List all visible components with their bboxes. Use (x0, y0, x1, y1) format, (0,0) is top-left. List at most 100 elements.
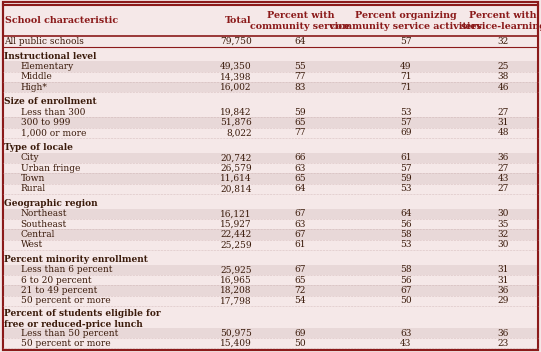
FancyBboxPatch shape (3, 143, 538, 153)
FancyBboxPatch shape (3, 46, 538, 51)
FancyBboxPatch shape (3, 107, 538, 118)
Text: 53: 53 (400, 240, 412, 249)
Text: 64: 64 (400, 209, 412, 219)
FancyBboxPatch shape (3, 174, 538, 184)
Text: City: City (21, 153, 39, 163)
Text: 83: 83 (294, 83, 306, 92)
Text: 66: 66 (294, 153, 306, 163)
Text: 17,798: 17,798 (220, 296, 252, 305)
Text: 300 to 999: 300 to 999 (21, 118, 70, 127)
FancyBboxPatch shape (3, 92, 538, 97)
Text: 20,742: 20,742 (220, 153, 252, 163)
FancyBboxPatch shape (3, 296, 538, 306)
FancyBboxPatch shape (3, 328, 538, 338)
Text: 64: 64 (294, 37, 306, 46)
FancyBboxPatch shape (3, 275, 538, 285)
Text: 51,876: 51,876 (220, 118, 252, 127)
Text: 57: 57 (400, 37, 412, 46)
Text: 30: 30 (497, 209, 509, 219)
Text: 31: 31 (497, 118, 509, 127)
Text: 63: 63 (400, 328, 412, 338)
Text: 38: 38 (497, 72, 509, 81)
FancyBboxPatch shape (3, 240, 538, 250)
Text: 6 to 20 percent: 6 to 20 percent (21, 276, 91, 285)
Text: 36: 36 (497, 286, 509, 295)
FancyBboxPatch shape (3, 61, 538, 72)
Text: 22,442: 22,442 (220, 230, 252, 239)
Text: Geographic region: Geographic region (4, 199, 98, 208)
Text: 50: 50 (400, 296, 412, 305)
Text: Percent with
community service: Percent with community service (250, 11, 350, 31)
FancyBboxPatch shape (3, 51, 538, 61)
Text: Percent minority enrollment: Percent minority enrollment (4, 255, 148, 264)
FancyBboxPatch shape (3, 338, 538, 348)
Text: 49: 49 (400, 62, 412, 71)
Text: 36: 36 (497, 328, 509, 338)
Text: 27: 27 (497, 108, 509, 117)
Text: 25,259: 25,259 (220, 240, 252, 249)
Text: 20,814: 20,814 (220, 184, 252, 193)
FancyBboxPatch shape (3, 194, 538, 199)
Text: 27: 27 (497, 184, 509, 193)
FancyBboxPatch shape (3, 209, 538, 219)
Text: 21 to 49 percent: 21 to 49 percent (21, 286, 97, 295)
Text: Rural: Rural (21, 184, 45, 193)
Text: 46: 46 (497, 83, 509, 92)
FancyBboxPatch shape (3, 97, 538, 107)
Text: 58: 58 (400, 265, 412, 275)
Text: Percent with
service-learning: Percent with service-learning (460, 11, 541, 31)
Text: 26,579: 26,579 (220, 164, 252, 173)
Text: 8,022: 8,022 (226, 128, 252, 137)
Text: 43: 43 (400, 339, 412, 348)
Text: 71: 71 (400, 72, 412, 81)
Text: Middle: Middle (21, 72, 52, 81)
Text: 67: 67 (294, 265, 306, 275)
Text: 16,965: 16,965 (220, 276, 252, 285)
FancyBboxPatch shape (3, 219, 538, 230)
Text: All public schools: All public schools (4, 37, 84, 46)
Text: 59: 59 (294, 108, 306, 117)
Text: Instructional level: Instructional level (4, 52, 97, 61)
FancyBboxPatch shape (3, 250, 538, 254)
Text: 32: 32 (498, 230, 509, 239)
FancyBboxPatch shape (3, 163, 538, 174)
FancyBboxPatch shape (3, 265, 538, 275)
Text: 63: 63 (294, 220, 306, 229)
Text: 32: 32 (498, 37, 509, 46)
Text: 31: 31 (497, 265, 509, 275)
Text: 69: 69 (294, 328, 306, 338)
Text: 1,000 or more: 1,000 or more (21, 128, 86, 137)
Text: 63: 63 (294, 164, 306, 173)
Text: 65: 65 (294, 174, 306, 183)
Text: Central: Central (21, 230, 55, 239)
Text: Size of enrollment: Size of enrollment (4, 98, 97, 107)
Text: 25,925: 25,925 (220, 265, 252, 275)
Text: 57: 57 (400, 164, 412, 173)
Text: 29: 29 (497, 296, 509, 305)
Text: Percent of students eligible for
free or reduced-price lunch: Percent of students eligible for free or… (4, 309, 161, 329)
Text: 54: 54 (294, 296, 306, 305)
Text: 69: 69 (400, 128, 412, 137)
Text: 61: 61 (400, 153, 412, 163)
Text: Less than 300: Less than 300 (21, 108, 85, 117)
Text: 55: 55 (294, 62, 306, 71)
FancyBboxPatch shape (3, 72, 538, 82)
Text: 65: 65 (294, 118, 306, 127)
Text: Northeast: Northeast (21, 209, 67, 219)
Text: 65: 65 (294, 276, 306, 285)
Text: Total: Total (225, 16, 252, 25)
Text: 16,002: 16,002 (220, 83, 252, 92)
Text: Less than 50 percent: Less than 50 percent (21, 328, 118, 338)
Text: 53: 53 (400, 108, 412, 117)
Text: 56: 56 (400, 220, 412, 229)
FancyBboxPatch shape (3, 306, 538, 310)
Text: 79,750: 79,750 (220, 37, 252, 46)
FancyBboxPatch shape (3, 138, 538, 143)
Text: School characteristic: School characteristic (5, 16, 118, 25)
Text: 19,842: 19,842 (220, 108, 252, 117)
Text: 25: 25 (497, 62, 509, 71)
Text: 67: 67 (400, 286, 412, 295)
FancyBboxPatch shape (3, 230, 538, 240)
FancyBboxPatch shape (3, 153, 538, 163)
Text: 48: 48 (497, 128, 509, 137)
